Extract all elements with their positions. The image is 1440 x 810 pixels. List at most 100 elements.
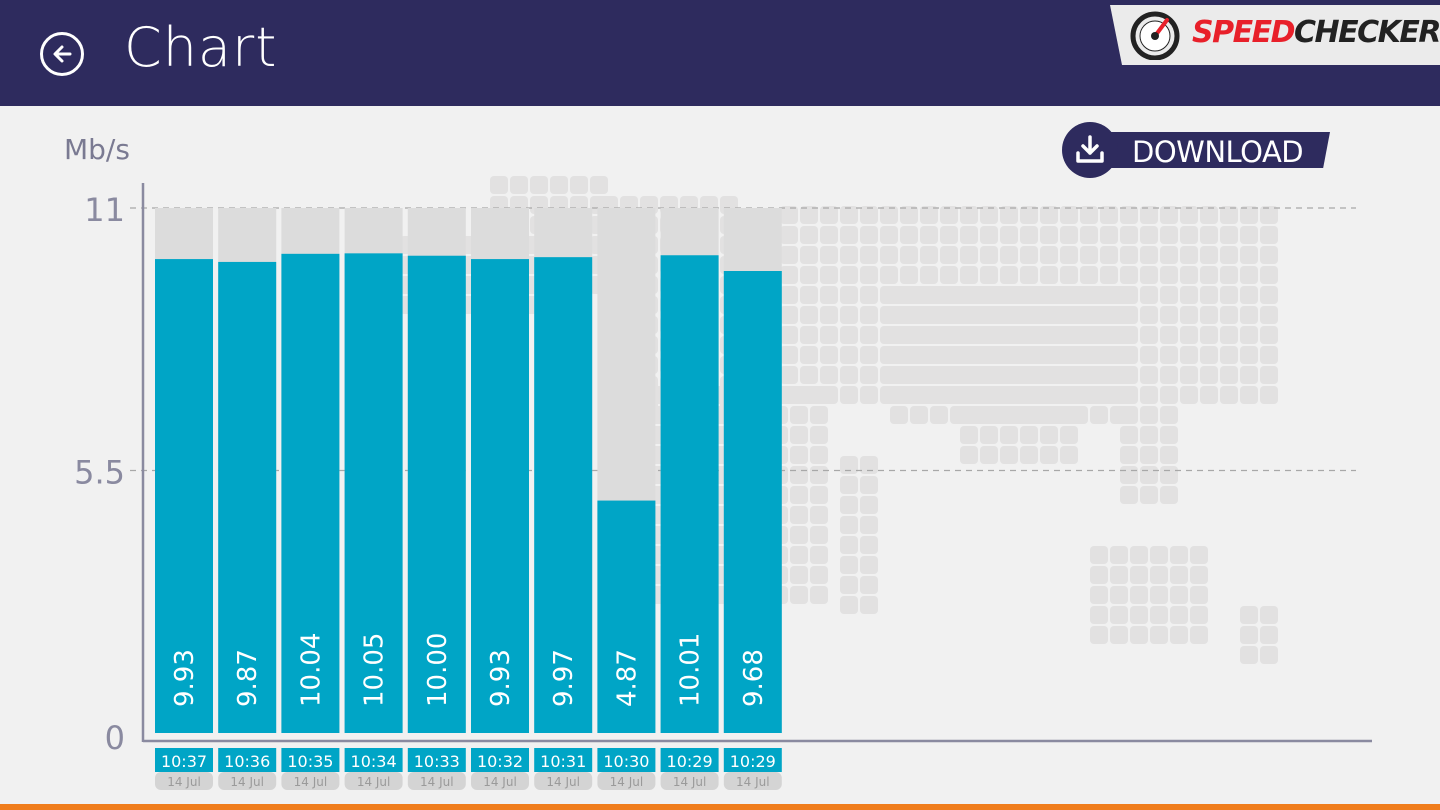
map-tile — [1080, 226, 1098, 244]
map-tile — [1180, 346, 1198, 364]
download-button[interactable]: DOWNLOAD — [1062, 122, 1330, 178]
map-tile — [1030, 346, 1048, 364]
map-tile — [1200, 346, 1218, 364]
map-tile — [1020, 426, 1038, 444]
map-tile — [820, 246, 838, 264]
map-tile — [820, 366, 838, 384]
page-title: Chart — [124, 16, 278, 79]
map-tile — [1020, 266, 1038, 284]
map-tile — [1090, 406, 1108, 424]
map-tile — [1000, 266, 1018, 284]
map-tile — [1100, 206, 1118, 224]
bar — [281, 253, 340, 733]
map-tile — [860, 456, 878, 474]
map-tile — [890, 326, 908, 344]
x-date-box — [407, 772, 466, 790]
bar — [723, 271, 782, 733]
map-tile — [1260, 346, 1278, 364]
x-time-label: 10:35 — [287, 752, 333, 771]
map-tile — [1040, 266, 1058, 284]
map-tile — [1180, 226, 1198, 244]
map-tile — [1130, 626, 1148, 644]
map-tile — [840, 556, 858, 574]
x-date-box — [471, 772, 529, 790]
x-date-label: 14 Jul — [736, 775, 770, 789]
map-tile — [860, 226, 878, 244]
map-tile — [900, 226, 918, 244]
map-tile — [1260, 606, 1278, 624]
map-tile — [1160, 246, 1178, 264]
map-tile — [1040, 206, 1058, 224]
map-tile — [1140, 426, 1158, 444]
map-tile — [1220, 206, 1238, 224]
map-tile — [860, 366, 878, 384]
map-tile — [840, 456, 858, 474]
map-tile — [930, 286, 948, 304]
map-tile — [1130, 546, 1148, 564]
map-tile — [780, 226, 798, 244]
map-tile — [890, 286, 908, 304]
map-tile — [1160, 406, 1178, 424]
map-tile — [950, 326, 968, 344]
map-tile — [930, 366, 948, 384]
map-tile — [880, 266, 898, 284]
map-tile — [1260, 326, 1278, 344]
map-tile — [1130, 586, 1148, 604]
map-tile — [840, 596, 858, 614]
map-tile — [840, 246, 858, 264]
map-tile — [820, 326, 838, 344]
map-tile — [1060, 266, 1078, 284]
map-tile — [1190, 606, 1208, 624]
map-tile — [800, 386, 818, 404]
map-tile — [1070, 346, 1088, 364]
header-bar: Chart SPEEDCHECKER — [0, 0, 1440, 106]
map-tile — [1160, 386, 1178, 404]
map-tile — [970, 306, 988, 324]
map-tile — [950, 366, 968, 384]
back-button[interactable] — [40, 32, 84, 76]
y-axis-label: Mb/s — [64, 133, 130, 166]
map-tile — [1170, 606, 1188, 624]
map-tile — [860, 266, 878, 284]
download-icon — [1076, 135, 1104, 163]
map-tile — [930, 306, 948, 324]
map-tile — [1160, 446, 1178, 464]
map-tile — [810, 466, 828, 484]
map-tile — [1220, 246, 1238, 264]
map-tile — [1020, 406, 1038, 424]
map-tile — [960, 206, 978, 224]
map-tile — [1260, 266, 1278, 284]
x-time-box — [534, 748, 593, 772]
map-tile — [840, 346, 858, 364]
map-tile — [860, 386, 878, 404]
map-tile — [1260, 626, 1278, 644]
map-tile — [800, 246, 818, 264]
map-tile — [810, 526, 828, 544]
x-date-box — [723, 772, 782, 790]
map-tile — [1180, 246, 1198, 264]
map-tile — [800, 366, 818, 384]
map-tile — [1150, 586, 1168, 604]
map-tile — [800, 226, 818, 244]
map-tile — [820, 266, 838, 284]
map-tile — [940, 266, 958, 284]
map-tile — [570, 176, 588, 194]
map-tile — [980, 446, 998, 464]
map-tile — [1020, 446, 1038, 464]
map-tile — [930, 406, 948, 424]
map-tile — [1220, 326, 1238, 344]
map-tile — [840, 326, 858, 344]
map-tile — [1140, 406, 1158, 424]
map-tile — [970, 386, 988, 404]
map-tile — [1180, 386, 1198, 404]
x-time-label: 10:33 — [414, 752, 460, 771]
map-tile — [1240, 646, 1258, 664]
map-tile — [1200, 206, 1218, 224]
x-time-box — [723, 748, 782, 772]
x-date-label: 14 Jul — [610, 775, 644, 789]
map-tile — [910, 306, 928, 324]
map-tile — [1090, 386, 1108, 404]
x-time-label: 10:37 — [161, 752, 207, 771]
map-tile — [890, 366, 908, 384]
x-date-label: 14 Jul — [167, 775, 201, 789]
